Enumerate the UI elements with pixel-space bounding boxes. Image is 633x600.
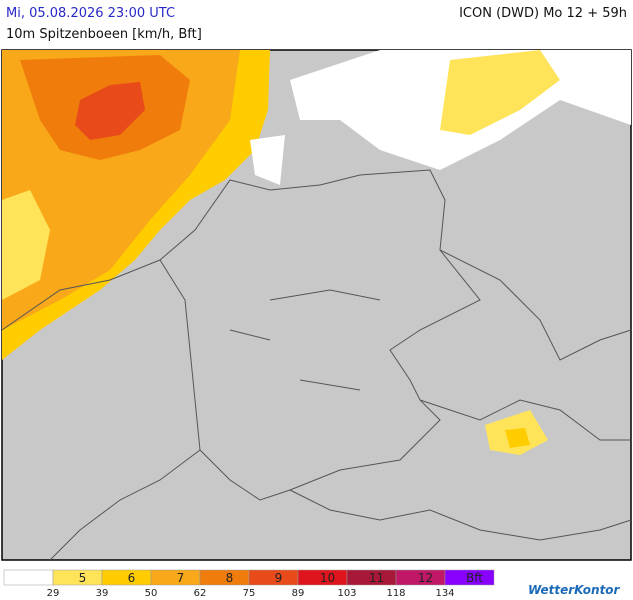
legend-threshold: 62 (194, 588, 207, 599)
borders (1, 169, 632, 561)
wind-area (440, 50, 560, 135)
legend-label: 7 (177, 571, 185, 585)
wind-area (2, 190, 50, 300)
legend-swatch (3, 569, 54, 586)
sea (250, 135, 285, 185)
legend-label: 9 (275, 571, 283, 585)
legend-label: Bft (466, 571, 483, 585)
legend-label: 12 (418, 571, 433, 585)
legend-label: 10 (320, 571, 335, 585)
legend-label: 11 (369, 571, 384, 585)
legend-threshold: 50 (145, 588, 158, 599)
legend-threshold: 103 (337, 588, 356, 599)
date: Mi, 05.08.2026 23:00 UTC (6, 6, 176, 21)
wind-area (75, 82, 145, 140)
legend-threshold: 89 (292, 588, 305, 599)
legend-threshold: 118 (386, 588, 405, 599)
legend-swatch (248, 569, 299, 586)
legend-label: 8 (226, 571, 234, 585)
legend-swatch (101, 569, 152, 586)
parameter: 10m Spitzenboeen [km/h, Bft] (6, 27, 202, 42)
brand: WetterKontor (528, 583, 620, 597)
legend-swatch (199, 569, 250, 586)
legend-threshold: 75 (243, 588, 256, 599)
legend-threshold: 134 (435, 588, 454, 599)
legend-label: 5 (79, 571, 87, 585)
legend-threshold: 39 (96, 588, 109, 599)
legend-swatch (444, 569, 495, 586)
legend-swatch (150, 569, 201, 586)
legend-threshold: 29 (47, 588, 60, 599)
model: ICON (DWD) Mo 12 + 59h (459, 6, 627, 21)
wind-area (505, 428, 530, 448)
legend-swatch (52, 569, 103, 586)
legend-label: 6 (128, 571, 136, 585)
